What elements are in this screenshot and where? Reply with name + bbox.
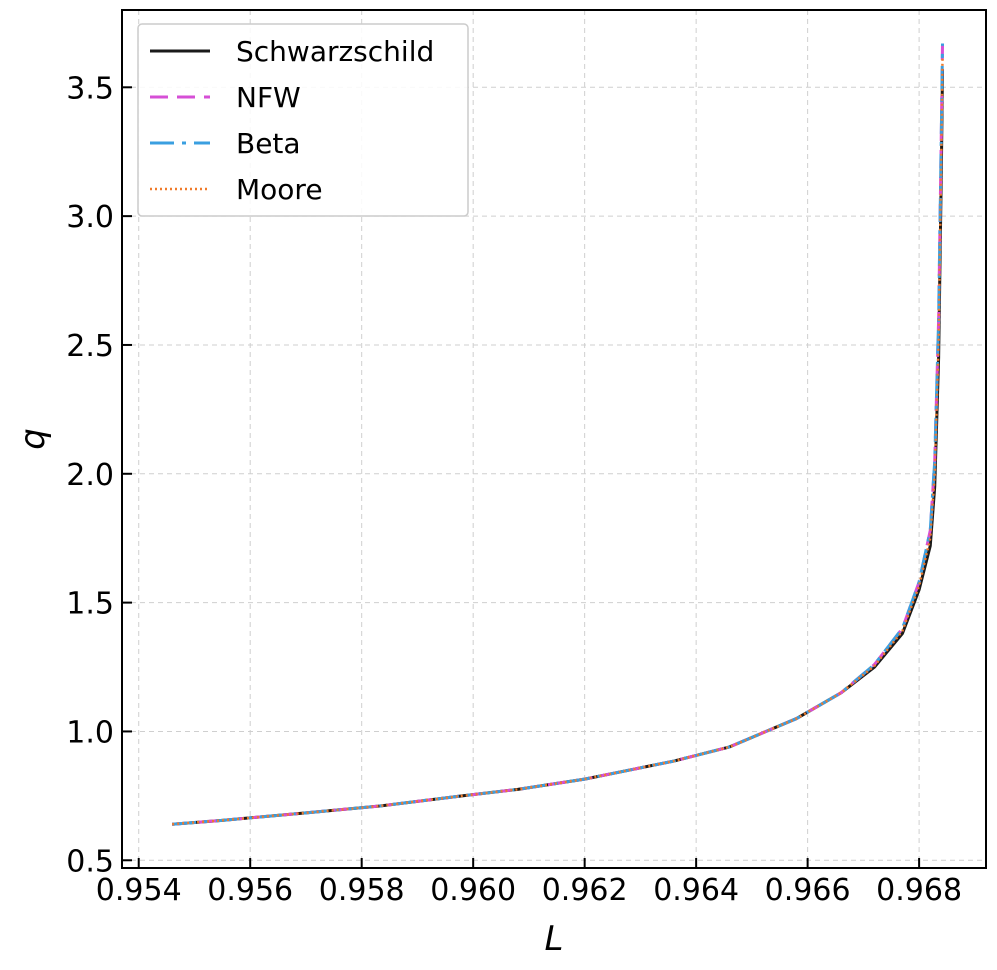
y-tick-label: 1.0 — [66, 715, 114, 750]
legend-label-moore: Moore — [236, 173, 323, 206]
x-tick-label: 0.956 — [207, 873, 293, 908]
axis-ticks: 0.954 0.956 0.958 0.960 0.962 0.964 0.966 0.968… — [66, 71, 962, 908]
x-tick-label: 0.968 — [876, 873, 962, 908]
y-tick-label: 2.5 — [66, 329, 114, 364]
y-tick-label: 0.5 — [66, 844, 114, 879]
legend-label-beta: Beta — [236, 127, 301, 160]
x-tick-label: 0.964 — [653, 873, 739, 908]
legend-box — [137, 23, 469, 217]
grid — [122, 10, 986, 868]
x-tick-label: 0.958 — [319, 873, 405, 908]
plot-frame — [121, 9, 987, 869]
x-tick-label: 0.960 — [430, 873, 516, 908]
y-tick-label: 3.0 — [66, 200, 114, 235]
series-line-moore — [172, 56, 944, 826]
x-axis-label: L — [545, 919, 564, 959]
legend-label-schwarzschild: Schwarzschild — [236, 35, 434, 68]
series-lines — [172, 43, 945, 826]
y-axis-label: q — [13, 428, 53, 450]
legend: Schwarzschild NFW Beta Moore — [137, 23, 469, 217]
y-tick-label: 1.5 — [66, 587, 114, 622]
y-tick-label: 3.5 — [66, 71, 114, 106]
y-tick-label: 2.0 — [66, 458, 114, 493]
x-tick-label: 0.966 — [765, 873, 851, 908]
x-tick-label: 0.962 — [542, 873, 628, 908]
x-tick-label: 0.954 — [96, 873, 182, 908]
legend-label-nfw: NFW — [236, 81, 301, 114]
